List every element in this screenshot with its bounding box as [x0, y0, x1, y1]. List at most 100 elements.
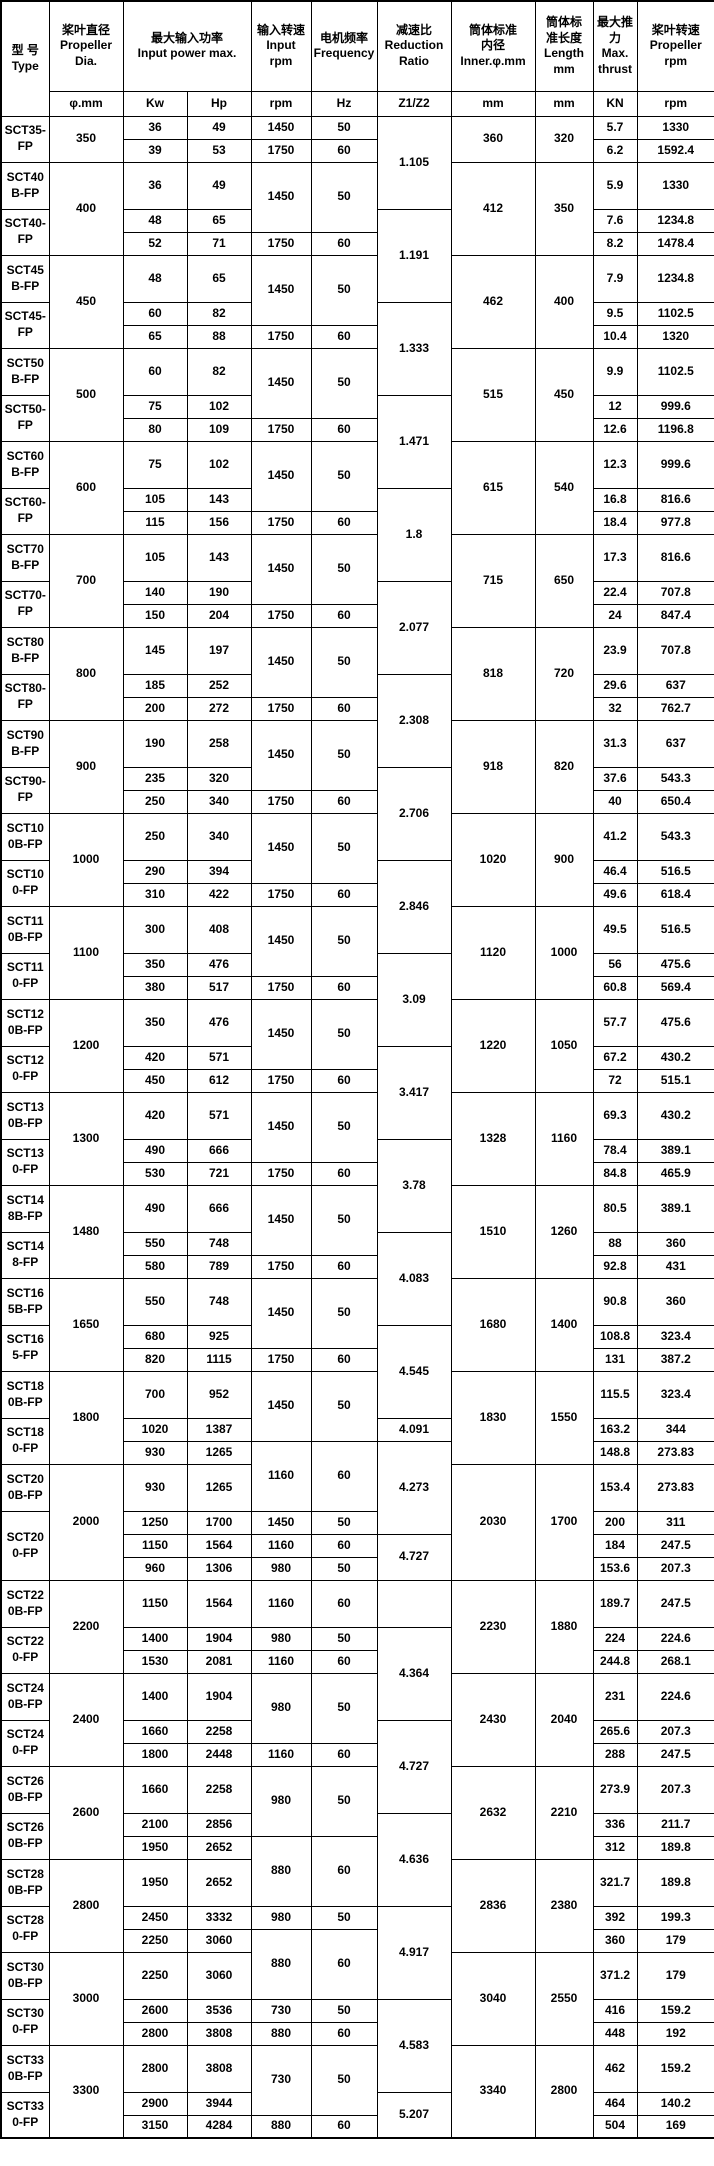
table-cell: 1592.4: [636, 138, 714, 163]
table-cell: 340: [186, 789, 252, 814]
table-cell: 244.8: [592, 1649, 638, 1674]
table-cell: 700: [122, 1370, 188, 1419]
table-cell: 29.6: [592, 673, 638, 698]
type-cell: SCT80-FP: [0, 673, 50, 721]
table-cell: 475.6: [636, 952, 714, 977]
table-cell: 5.207: [376, 2091, 452, 2139]
table-cell: 4284: [186, 2114, 252, 2139]
table-cell: 720: [534, 626, 594, 721]
table-cell: 1400: [534, 1277, 594, 1372]
table-cell: 340: [186, 812, 252, 861]
column-header: φ.mm: [48, 90, 124, 117]
type-cell: SCT280-FP: [0, 1905, 50, 1953]
column-header: Kw: [122, 90, 188, 117]
table-cell: 2652: [186, 1858, 252, 1907]
table-cell: 1.8: [376, 487, 452, 582]
table-cell: 57.7: [592, 998, 638, 1047]
table-cell: 60: [310, 417, 378, 442]
table-cell: 300: [122, 905, 188, 954]
table-row: 530 721 1750 60 84.8 465.9: [1, 1161, 714, 1186]
table-row: SCT90-FP 235 320 2.706 37.6 543.3: [0, 766, 714, 861]
table-cell: 3332: [186, 1905, 252, 1930]
table-cell: 999.6: [636, 440, 714, 489]
table-cell: 65: [186, 254, 252, 303]
table-cell: 1150: [122, 1533, 188, 1558]
table-cell: 1265: [186, 1463, 252, 1512]
table-row: 380 517 1750 60 60.8 569.4: [1, 975, 714, 1000]
table-cell: 816.6: [636, 533, 714, 582]
table-row: SCT280B-FP 2800 1950 2652 2836 2380 321.7 189.8: [0, 1858, 714, 1953]
table-cell: 1450: [250, 998, 312, 1070]
table-row: 2800 3808 880 60 448 192: [1, 2021, 714, 2046]
table-cell: 880: [250, 2114, 312, 2139]
table-cell: 211.7: [636, 1812, 714, 1837]
column-header: 最大输入功率 Input power max.: [122, 0, 252, 92]
table-cell: 50: [310, 1672, 378, 1744]
table-row: SCT60B-FP 600 75 102 1450 50 615 540 12.3 999.6: [0, 440, 714, 535]
table-cell: 1450: [250, 719, 312, 791]
table-cell: 50: [310, 254, 378, 326]
table-row: SCT50-FP 75 102 1.471 12 999.6: [0, 394, 714, 489]
table-cell: 1020: [450, 812, 536, 907]
table-cell: 1100: [48, 905, 124, 1000]
table-row: 3150 4284 880 60 504 169: [1, 2114, 714, 2139]
table-cell: 4.091: [376, 1417, 452, 1442]
table-cell: 430.2: [636, 1045, 714, 1070]
table-cell: 231: [592, 1672, 638, 1721]
type-cell: SCT70B-FP: [0, 533, 50, 582]
table-row: 450 612 1750 60 72 515.1: [1, 1068, 714, 1093]
table-cell: 650: [534, 533, 594, 628]
table-cell: 41.2: [592, 812, 638, 861]
type-cell: SCT100B-FP: [0, 812, 50, 861]
table-cell: 60: [310, 1649, 378, 1674]
table-cell: 268.1: [636, 1649, 714, 1674]
table-cell: 1700: [186, 1510, 252, 1535]
table-cell: 323.4: [636, 1324, 714, 1349]
table-cell: 1450: [250, 812, 312, 884]
table-cell: 4.917: [376, 1905, 452, 2000]
table-cell: 9.9: [592, 347, 638, 396]
table-cell: 115: [122, 510, 188, 535]
table-cell: 387.2: [636, 1347, 714, 1372]
table-cell: 1050: [534, 998, 594, 1093]
table-cell: 273.83: [636, 1440, 714, 1465]
table-cell: 1234.8: [636, 208, 714, 233]
type-cell: SCT220-FP: [0, 1626, 50, 1674]
table-cell: 50: [310, 905, 378, 977]
table-cell: 50: [310, 440, 378, 512]
table-cell: 580: [122, 1254, 188, 1279]
table-cell: 1450: [250, 1184, 312, 1256]
table-cell: 820: [122, 1347, 188, 1372]
table-row: SCT100-FP 290 394 2.846 46.4 516.5: [0, 859, 714, 954]
table-cell: 2250: [122, 1928, 188, 1953]
table-cell: 190: [122, 719, 188, 768]
table-cell: 977.8: [636, 510, 714, 535]
table-cell: 400: [534, 254, 594, 349]
table-cell: 450: [122, 1068, 188, 1093]
table-cell: 8.2: [592, 231, 638, 256]
table-row: SCT200-FP 1250 1700 1450 50 200 311: [0, 1510, 714, 1581]
table-cell: 49.6: [592, 882, 638, 907]
table-cell: 1330: [636, 115, 714, 140]
table-cell: 2856: [186, 1812, 252, 1837]
table-cell: 88: [186, 324, 252, 349]
table-cell: 1196.8: [636, 417, 714, 442]
table-cell: 60: [310, 324, 378, 349]
table-cell: 159.2: [636, 1998, 714, 2023]
table-cell: 247.5: [636, 1533, 714, 1558]
table-cell: 4.583: [376, 1998, 452, 2093]
table-cell: 1450: [250, 1277, 312, 1349]
table-cell: 200: [122, 696, 188, 721]
table-cell: 1300: [48, 1091, 124, 1186]
table-cell: 900: [48, 719, 124, 814]
table-cell: 389.1: [636, 1138, 714, 1163]
table-cell: 1650: [48, 1277, 124, 1372]
type-cell: SCT120B-FP: [0, 998, 50, 1047]
table-cell: 4.545: [376, 1324, 452, 1419]
table-cell: 207.3: [636, 1556, 714, 1581]
column-header: mm: [534, 90, 594, 117]
table-cell: 60: [310, 2021, 378, 2046]
column-header: 输入转速 Input rpm: [250, 0, 312, 92]
table-cell: 847.4: [636, 603, 714, 628]
table-cell: 50: [310, 626, 378, 698]
